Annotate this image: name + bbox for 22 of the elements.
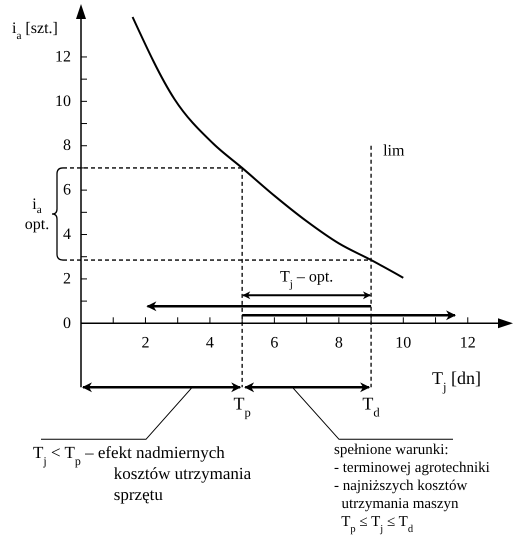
text: T$_{j}$ < T$_{p}$ – efekt nadmiernych kosztów utrzymania sprzętu	[33, 443, 252, 504]
x-tick-label: 12	[460, 334, 476, 352]
y-tick-label: 12	[55, 48, 71, 66]
annotation: T$_{j}$ – opt.	[280, 268, 334, 290]
y-tick-label: 8	[63, 137, 71, 154]
ref-line-label: T$_{p}$	[234, 393, 251, 420]
y-tick-label: 4	[63, 226, 71, 244]
y-axis-title: i$_{a}$ [szt.]	[12, 20, 58, 42]
x-axis-title: T$_{j}$ [dn]	[432, 368, 481, 394]
x-tick-label: 4	[206, 334, 214, 352]
x-tick-label: 10	[395, 334, 412, 352]
y-tick-label: 10	[55, 92, 71, 110]
y-tick-label: 6	[63, 182, 71, 199]
x-tick-label: 8	[334, 334, 343, 352]
x-tick-label: 2	[141, 334, 150, 352]
text: i$_{a}$ opt.	[24, 195, 50, 232]
ref-line-label: T$_{d}$	[362, 393, 380, 420]
x-tick-label: 6	[270, 334, 278, 352]
y-tick-label: 2	[63, 270, 71, 288]
annotation: lim	[383, 142, 405, 160]
text: spełnione warunki: - terminowej agrotechniki - najniższych kosztów utrzymania maszyn T$_{p}$ ≤ T$_{j}$ ≤ T$_{d}$	[334, 442, 490, 534]
y-tick-label: 0	[63, 314, 71, 332]
